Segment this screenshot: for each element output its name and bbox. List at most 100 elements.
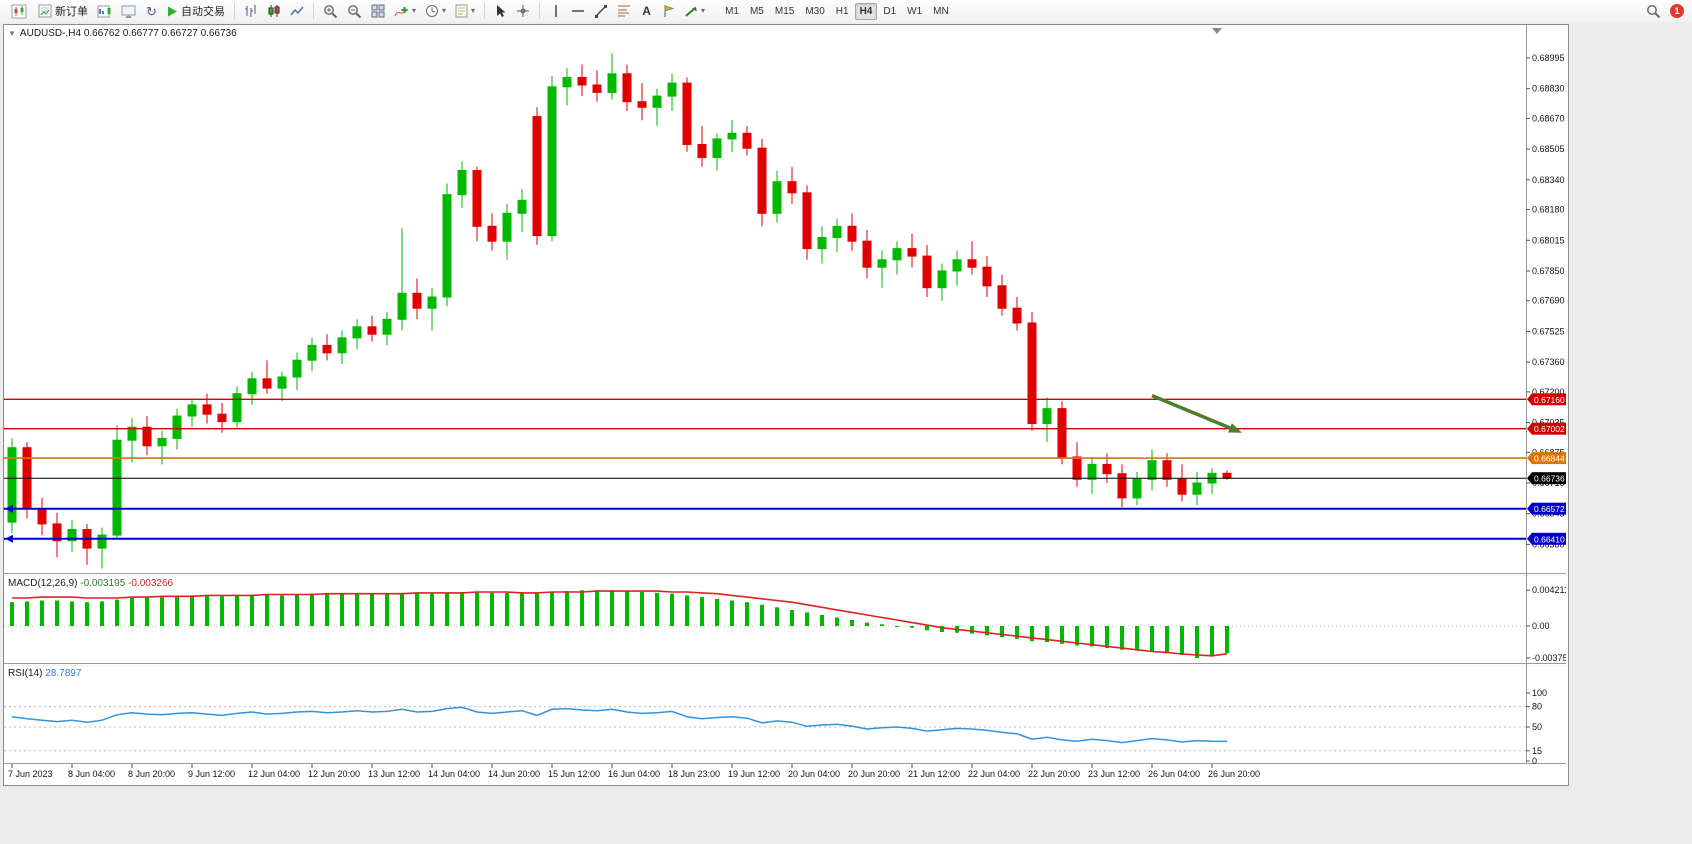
periods-button[interactable]: ▾ <box>421 2 450 21</box>
notification-badge[interactable]: 1 <box>1670 4 1684 18</box>
svg-text:22 Jun 04:00: 22 Jun 04:00 <box>968 769 1020 779</box>
svg-text:14 Jun 20:00: 14 Jun 20:00 <box>488 769 540 779</box>
svg-text:0.67850: 0.67850 <box>1532 266 1565 276</box>
app-icon <box>4 1 33 22</box>
svg-text:13 Jun 12:00: 13 Jun 12:00 <box>368 769 420 779</box>
time-axis: 7 Jun 2023 8 Jun 04:00 8 Jun 20:00 9 Jun 12… <box>8 764 1260 779</box>
svg-text:0.66410: 0.66410 <box>1534 534 1565 544</box>
svg-text:0.68995: 0.68995 <box>1532 53 1565 63</box>
svg-text:0.67200: 0.67200 <box>1532 387 1565 397</box>
svg-text:8 Jun 20:00: 8 Jun 20:00 <box>128 769 175 779</box>
line-chart-button[interactable] <box>286 2 308 21</box>
tf-button-h4[interactable]: H4 <box>854 2 878 20</box>
svg-text:15 Jun 12:00: 15 Jun 12:00 <box>548 769 600 779</box>
svg-text:7 Jun 2023: 7 Jun 2023 <box>8 769 53 779</box>
chart-window-audusd-h4: 0.68995 0.68830 0.68670 0.68505 0.68340 0.681… <box>3 24 1569 786</box>
tf-button-d1[interactable]: D1 <box>878 3 901 20</box>
svg-text:50: 50 <box>1532 722 1542 732</box>
svg-text:0.68180: 0.68180 <box>1532 205 1565 215</box>
line-edge-marker <box>5 504 13 513</box>
svg-text:18 Jun 23:00: 18 Jun 23:00 <box>668 769 720 779</box>
text-tool-button[interactable]: A <box>636 2 657 21</box>
chart-shift-marker <box>1212 28 1222 34</box>
auto-trading-label: 自动交易 <box>181 6 225 18</box>
chevron-down-icon: ▾ <box>412 6 417 15</box>
tf-button-m15[interactable]: M15 <box>770 3 799 20</box>
trend-arrow-annotation[interactable] <box>1151 393 1242 433</box>
svg-text:0.68830: 0.68830 <box>1532 84 1565 94</box>
vertical-line-button[interactable] <box>545 2 566 21</box>
pane-separators <box>4 25 1566 764</box>
toolbar-separator <box>539 3 541 19</box>
svg-text:12 Jun 20:00: 12 Jun 20:00 <box>308 769 360 779</box>
tf-button-w1[interactable]: W1 <box>902 3 927 20</box>
tile-windows-button[interactable] <box>367 2 389 21</box>
trendline-button[interactable] <box>590 2 612 21</box>
search-button[interactable] <box>1642 2 1665 21</box>
tf-button-mn[interactable]: MN <box>928 3 954 20</box>
crosshair-button[interactable] <box>512 2 534 21</box>
tf-button-m30[interactable]: M30 <box>800 3 829 20</box>
svg-text:19 Jun 12:00: 19 Jun 12:00 <box>728 769 780 779</box>
zoom-out-button[interactable] <box>343 2 366 21</box>
svg-text:26 Jun 20:00: 26 Jun 20:00 <box>1208 769 1260 779</box>
profiles-button[interactable] <box>117 2 140 21</box>
price-level-lines[interactable] <box>4 398 1526 543</box>
horizontal-line-button[interactable] <box>567 2 589 21</box>
auto-trading-button[interactable]: 自动交易 <box>163 2 229 21</box>
one-click-trading-toggle[interactable]: ▼ <box>8 29 16 38</box>
refresh-icon: ↻ <box>146 3 157 19</box>
svg-text:0.68670: 0.68670 <box>1532 113 1565 123</box>
label-tool-button[interactable] <box>658 2 679 21</box>
bar-chart-button[interactable] <box>240 2 262 21</box>
svg-text:0.67160: 0.67160 <box>1534 395 1565 405</box>
price-chart-canvas[interactable]: 0.68995 0.68830 0.68670 0.68505 0.68340 0.681… <box>4 25 1566 783</box>
svg-text:0.004211: 0.004211 <box>1532 585 1566 595</box>
svg-text:-0.003755: -0.003755 <box>1532 653 1566 663</box>
tf-button-h1[interactable]: H1 <box>831 3 854 20</box>
chart-background <box>4 25 1566 783</box>
mdi-area: 0.68995 0.68830 0.68670 0.68505 0.68340 0.681… <box>0 22 1692 844</box>
svg-text:0.67360: 0.67360 <box>1532 357 1565 367</box>
svg-text:16 Jun 04:00: 16 Jun 04:00 <box>608 769 660 779</box>
tf-button-m1[interactable]: M1 <box>720 3 744 20</box>
svg-text:100: 100 <box>1532 688 1547 698</box>
svg-text:20 Jun 20:00: 20 Jun 20:00 <box>848 769 900 779</box>
line-edge-marker <box>5 534 13 543</box>
toolbar-separator <box>313 3 314 19</box>
svg-text:0.67002: 0.67002 <box>1534 424 1565 434</box>
timeframe-toolbar: M1 M5 M15 M30 H1 H4 D1 W1 MN <box>720 2 954 20</box>
svg-text:0.00: 0.00 <box>1532 621 1550 631</box>
svg-text:0: 0 <box>1532 756 1537 766</box>
svg-text:22 Jun 20:00: 22 Jun 20:00 <box>1028 769 1080 779</box>
indicators-button[interactable]: ▾ <box>390 2 420 21</box>
new-chart-button[interactable] <box>93 2 116 21</box>
shapes-button[interactable]: ▾ <box>680 2 709 21</box>
svg-text:15: 15 <box>1532 746 1542 756</box>
chevron-down-icon: ▾ <box>442 6 447 15</box>
tf-button-m5[interactable]: M5 <box>745 3 769 20</box>
zoom-in-button[interactable] <box>319 2 342 21</box>
svg-text:0.67690: 0.67690 <box>1532 296 1565 306</box>
price-level-labels: 0.67160 0.67002 0.66844 0.66736 0.66572 0.664… <box>1527 393 1566 545</box>
candlestick-chart-button[interactable] <box>263 2 285 21</box>
svg-text:21 Jun 12:00: 21 Jun 12:00 <box>908 769 960 779</box>
indicator-level-lines <box>4 625 1526 752</box>
svg-text:0.67035: 0.67035 <box>1532 418 1565 428</box>
svg-text:14 Jun 04:00: 14 Jun 04:00 <box>428 769 480 779</box>
text-tool-label: A <box>642 4 651 18</box>
svg-text:0.68015: 0.68015 <box>1532 235 1565 245</box>
svg-text:0.66844: 0.66844 <box>1534 454 1565 464</box>
new-order-button[interactable]: 新订单 <box>34 2 92 21</box>
refresh-button[interactable]: ↻ <box>141 2 162 21</box>
toolbar-separator <box>484 3 486 19</box>
template-button[interactable]: ▾ <box>451 2 479 21</box>
macd-signal-line <box>12 590 1228 657</box>
svg-text:0.68505: 0.68505 <box>1532 144 1565 154</box>
cursor-button[interactable] <box>490 2 511 21</box>
svg-text:8 Jun 04:00: 8 Jun 04:00 <box>68 769 115 779</box>
search-icon <box>1647 4 1661 18</box>
fibonacci-button[interactable] <box>613 2 635 21</box>
svg-text:20 Jun 04:00: 20 Jun 04:00 <box>788 769 840 779</box>
rsi-line <box>11 706 1228 744</box>
